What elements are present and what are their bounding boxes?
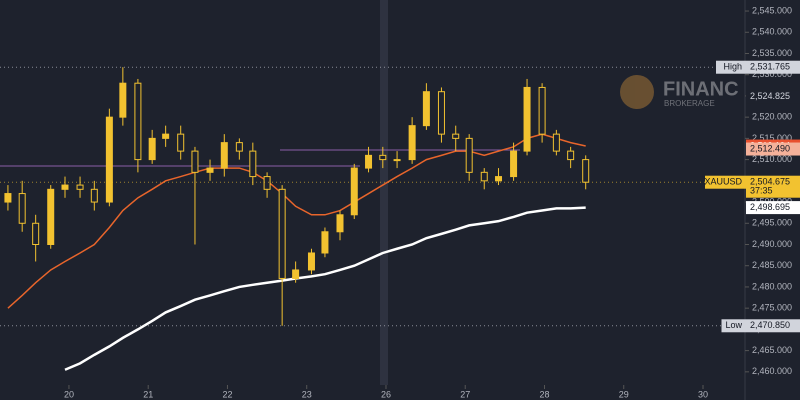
x-tick-label: 29 [619,389,629,399]
highlight-band [380,0,388,385]
candle-body [422,91,430,127]
y-tick-label: 2,520.000 [752,112,792,122]
price-tag-name: High [723,62,742,72]
price-tag [746,319,800,333]
candle-body [191,150,199,173]
candle-body [495,176,503,182]
candle-body [105,116,113,203]
candle-body [465,137,473,173]
candle-body [76,184,84,190]
candle-body [249,150,257,178]
price-tag-name-box [705,175,746,189]
y-tick-label: 2,485.000 [752,260,792,270]
x-tick-label: 26 [381,389,391,399]
candle-body [336,214,344,233]
candle-body [177,133,185,152]
candle-body [47,188,55,245]
price-tag-label: 2,504.675 [750,177,790,187]
candle-body [393,159,401,162]
candle-body [350,167,358,216]
price-tag [746,175,800,198]
x-tick-label: 30 [698,389,708,399]
candle-body [408,125,416,161]
price-tag-name-box [716,60,746,74]
watermark: FINANC BROKERAGE [620,75,739,109]
candle-body [134,82,142,161]
candle-body [162,133,170,139]
y-tick-label: 2,540.000 [752,27,792,37]
y-tick-label: 2,460.000 [752,366,792,376]
price-tag [746,142,800,156]
candle-body [582,159,590,183]
y-tick-label: 2,515.000 [752,133,792,143]
candle-body [206,167,214,173]
y-tick-label: 2,510.000 [752,154,792,164]
y-tick-label: 2,535.000 [752,48,792,58]
candle-body [263,176,271,190]
x-tick-label: 22 [222,389,232,399]
candle-body [538,86,546,135]
price-tag-label: 2,470.850 [750,320,790,330]
x-tick-label: 28 [539,389,549,399]
price-tag-name-box [721,319,746,333]
candle-body [437,91,445,135]
price-tag-label: 2,498.695 [750,202,790,212]
candle-body [220,142,228,169]
price-tag-label: 2,524.825 [750,91,790,101]
moving-average [64,206,586,371]
candle-body [18,193,26,224]
price-tag [746,201,800,215]
candle-body [567,150,575,161]
candle-body [148,137,156,161]
y-tick-label: 2,495.000 [752,218,792,228]
candle-body [307,252,315,271]
candle-body [379,154,387,161]
moving-average [7,133,586,309]
y-tick-label: 2,530.000 [752,69,792,79]
plot-area [0,66,745,371]
y-tick-label: 2,465.000 [752,345,792,355]
y-tick-label: 2,490.000 [752,239,792,249]
candle-body [552,133,560,152]
candle-body [365,154,373,169]
price-tag [746,90,800,104]
candle-body [90,188,98,203]
x-tick-label: 20 [64,389,74,399]
candle-body [278,188,286,279]
price-tag-label: 2,531.765 [750,62,790,72]
price-tag-countdown: 37:35 [750,186,773,196]
watermark-subtitle: BROKERAGE [664,99,715,108]
y-tick-label: 2,475.000 [752,303,792,313]
candle-body [235,142,243,152]
candle-body [523,86,531,152]
axis-layer: 2,460.0002,465.0002,470.0002,475.0002,48… [64,5,800,399]
y-tick-label: 2,480.000 [752,281,792,291]
price-tag [746,60,800,74]
candle-body [292,269,300,279]
x-tick-label: 21 [143,389,153,399]
candle-body [321,231,329,254]
price-tag-name: XAUUSD [704,177,742,187]
price-tag-label: 2,512.490 [750,143,790,153]
watermark-title: FINANC [663,78,739,100]
candle-body [452,133,460,139]
price-tag-name: Low [725,320,742,330]
candle-body [61,184,69,190]
candle-body [4,193,12,203]
x-tick-label: 23 [302,389,312,399]
candle-body [510,150,518,178]
candle-body [119,82,127,118]
watermark-logo [620,75,654,109]
x-tick-label: 27 [460,389,470,399]
candle-body [32,222,40,245]
y-tick-label: 2,545.000 [752,5,792,15]
candle-body [480,171,488,182]
